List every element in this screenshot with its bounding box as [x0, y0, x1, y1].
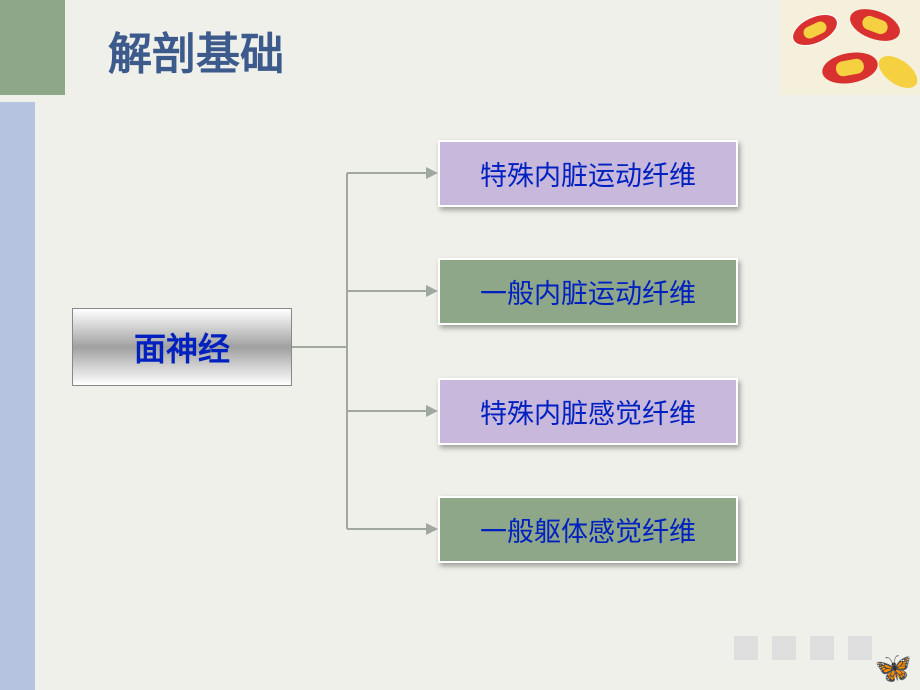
branch-label: 一般躯体感觉纤维 — [480, 510, 696, 549]
page-title: 解剖基础 — [108, 18, 284, 82]
decor-square — [848, 636, 872, 660]
pills-decor-image — [780, 0, 920, 95]
branch-node-4: 一般躯体感觉纤维 — [438, 496, 738, 563]
decor-square — [772, 636, 796, 660]
branch-label: 特殊内脏运动纤维 — [480, 154, 696, 193]
decor-square — [810, 636, 834, 660]
decor-squares — [734, 636, 872, 660]
header-accent-block — [0, 0, 65, 95]
branch-node-2: 一般内脏运动纤维 — [438, 258, 738, 325]
root-label: 面神经 — [134, 324, 230, 370]
diagram-root-node: 面神经 — [72, 308, 292, 386]
branch-label: 一般内脏运动纤维 — [480, 272, 696, 311]
branch-node-1: 特殊内脏运动纤维 — [438, 140, 738, 207]
left-sidebar — [0, 102, 35, 690]
branch-node-3: 特殊内脏感觉纤维 — [438, 378, 738, 445]
butterfly-icon: 🦋 — [875, 651, 912, 686]
decor-square — [734, 636, 758, 660]
branch-label: 特殊内脏感觉纤维 — [480, 392, 696, 431]
header-bar: 解剖基础 — [0, 0, 920, 95]
